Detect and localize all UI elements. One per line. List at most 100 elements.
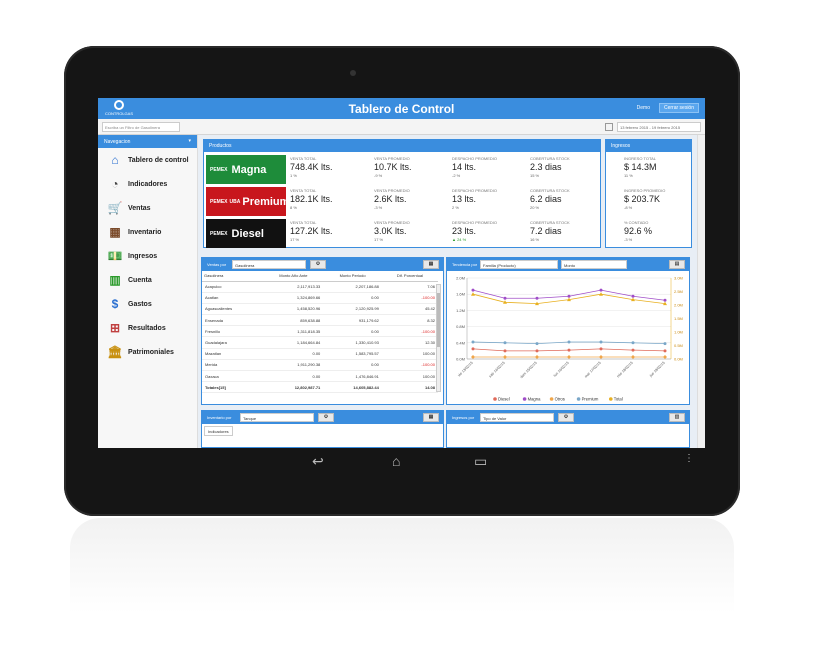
y2-tick-label: 1.5M bbox=[674, 316, 683, 321]
grid-icon[interactable]: ▦ bbox=[423, 413, 439, 422]
product-row: PEMEX UBA Premium VENTA TOTAL 182.1K lts. 8 %… bbox=[204, 186, 600, 216]
data-point bbox=[599, 288, 603, 292]
data-point bbox=[503, 354, 507, 359]
y2-tick-label: 2.5M bbox=[674, 289, 683, 294]
column-header[interactable]: Gasolinera bbox=[202, 271, 264, 282]
y-tick-label: 0.8M bbox=[456, 324, 465, 329]
inventario-selector[interactable]: Tanque bbox=[240, 413, 314, 422]
data-point bbox=[663, 298, 667, 302]
sidebar-item[interactable]: 💵 Ingresos bbox=[98, 244, 197, 268]
legend-label: Otros bbox=[555, 397, 565, 402]
table-row[interactable]: Guadalajara 1,184,664.84 1,330,410.93 12.30 bbox=[202, 336, 438, 349]
logout-button[interactable]: Cerrar sesión bbox=[658, 103, 699, 113]
legend-marker bbox=[522, 397, 527, 401]
recent-apps-icon[interactable]: ▭ bbox=[474, 453, 488, 469]
product-metric: VENTA PROMEDIO 3.0K lts. 17 % bbox=[374, 220, 410, 242]
table-row[interactable]: Fresnillo 1,311,818.35 0.00 -100.00 bbox=[202, 325, 438, 338]
collapse-icon[interactable]: ▾ bbox=[188, 138, 191, 144]
chart-options-icon[interactable]: ▤ bbox=[669, 260, 685, 269]
data-point bbox=[503, 296, 507, 300]
sidebar-item[interactable]: $ Gastos bbox=[98, 292, 197, 316]
page-title: Tablero de Control bbox=[348, 102, 455, 116]
grid-icon[interactable]: ▦ bbox=[423, 260, 439, 269]
table-row[interactable]: Ensenada 859,638.88 931,179.62 8.32 bbox=[202, 314, 438, 327]
metric-value: 127.2K lts. bbox=[290, 226, 333, 236]
ingreso-metric: % CONTADO 92.6 % -3 % bbox=[624, 220, 652, 242]
ingresos-selector[interactable]: Tipo de Valor bbox=[480, 413, 554, 422]
home-icon[interactable]: ⌂ bbox=[392, 453, 401, 469]
settings-icon[interactable]: ⚙ bbox=[558, 413, 574, 422]
column-header[interactable]: Dif. Porcentual bbox=[381, 271, 438, 282]
sidebar-item[interactable]: ▦ Inventario bbox=[98, 220, 197, 244]
product-brand-logo: PEMEX UBA Premium bbox=[206, 187, 289, 216]
sidebar-item[interactable]: ⊞ Resultados bbox=[98, 316, 197, 340]
metric-label: VENTA PROMEDIO bbox=[374, 188, 410, 193]
page-scrollbar[interactable] bbox=[697, 135, 705, 448]
calendar-icon[interactable] bbox=[605, 123, 613, 131]
inventario-panel: Inventario por Tanque ⚙ ▦ Indicadores bbox=[201, 410, 444, 448]
table-row[interactable]: Oaxaca 0.00 1,476,846.91 100.00 bbox=[202, 370, 438, 383]
data-point bbox=[599, 354, 603, 359]
table-cell: 0.00 bbox=[263, 348, 324, 360]
table-cell: 12.30 bbox=[381, 336, 438, 349]
table-row[interactable]: Acatlan 1,324,869.66 0.00 -100.00 bbox=[202, 292, 438, 304]
sidebar-item-label: Ventas bbox=[128, 204, 151, 212]
sidebar-header[interactable]: Navegacion ▾ bbox=[98, 135, 197, 148]
legend-marker bbox=[549, 397, 554, 401]
metric-label: INGRESO TOTAL bbox=[624, 156, 657, 161]
table-row[interactable]: Merida 1,911,290.38 0.00 -100.00 bbox=[202, 359, 438, 372]
total-cell: Totales[15] bbox=[202, 381, 264, 394]
tendencia-label: Tendencia por bbox=[452, 262, 478, 267]
settings-icon[interactable]: ⚙ bbox=[310, 260, 326, 269]
data-point bbox=[663, 301, 667, 306]
settings-icon[interactable]: ⚙ bbox=[318, 413, 334, 422]
table-row[interactable]: Mazatlan 0.00 1,583,795.57 100.00 bbox=[202, 348, 438, 360]
table-cell: Ensenada bbox=[202, 314, 264, 327]
metric-label: COBERTURA STOCK bbox=[530, 188, 570, 193]
sidebar-item[interactable]: ⌂ Tablero de control bbox=[98, 148, 197, 172]
metric-change: 11 % bbox=[624, 173, 633, 178]
legend-marker bbox=[576, 397, 581, 401]
x-tick-label: sab 14/02/15 bbox=[488, 361, 506, 379]
metric-value: 14 lts. bbox=[452, 162, 477, 172]
x-tick-label: vie 13/02/15 bbox=[457, 361, 474, 378]
brand-sub: UBA bbox=[229, 198, 241, 205]
column-header[interactable]: Monto Periodo bbox=[323, 271, 382, 282]
tab-indicadores[interactable]: Indicadores bbox=[204, 426, 233, 436]
column-header[interactable]: Monto Año Ante bbox=[263, 271, 324, 282]
back-icon[interactable]: ↩ bbox=[312, 453, 324, 469]
table-row[interactable]: Aguascalientes 1,458,520.96 2,120,925.99 45… bbox=[202, 303, 438, 316]
bar-chart-icon[interactable]: ▥ bbox=[669, 413, 685, 422]
table-cell: 931,179.62 bbox=[323, 314, 382, 327]
data-point bbox=[663, 342, 667, 346]
data-point bbox=[631, 348, 635, 352]
family-selector[interactable]: Familia (Producto) bbox=[480, 260, 558, 269]
sidebar-item[interactable]: 🏛 Patrimoniales bbox=[98, 340, 197, 364]
table-cell: 0.00 bbox=[323, 292, 382, 304]
table-cell: 1,324,869.66 bbox=[263, 292, 324, 304]
ingreso-metric: INGRESO PROMEDIO $ 203.7K -8 % bbox=[624, 188, 665, 210]
station-filter-input[interactable]: Escriba un Filtro de Gasolinera bbox=[102, 122, 180, 132]
sidebar-item[interactable]: 🛒 Ventas bbox=[98, 196, 197, 220]
legend-label: Premium bbox=[582, 397, 599, 402]
sidebar-item-label: Ingresos bbox=[128, 252, 158, 260]
menu-icon[interactable]: ⋮ bbox=[684, 453, 694, 464]
metric-change: -8 % bbox=[624, 205, 633, 210]
sidebar-item-label: Inventario bbox=[128, 228, 162, 236]
ventas-selector[interactable]: Gasolinera bbox=[232, 260, 306, 269]
x-tick-label: mar 17/02/15 bbox=[584, 361, 602, 379]
sidebar-item[interactable]: ◔ Indicadores bbox=[98, 172, 197, 196]
scroll-thumb[interactable] bbox=[437, 293, 440, 347]
date-range-picker[interactable]: 13 febrero 2015 - 19 febrero 2015 bbox=[617, 122, 701, 132]
product-brand-logo: PEMEX Magna bbox=[206, 155, 286, 184]
metric-value: 92.6 % bbox=[624, 226, 653, 236]
metric-selector[interactable]: Monto bbox=[561, 260, 627, 269]
table-row[interactable]: Acapulco 2,117,913.33 2,207,186.88 7.06 bbox=[202, 281, 438, 293]
metric-label: VENTA TOTAL bbox=[290, 188, 317, 193]
metric-label: COBERTURA STOCK bbox=[530, 220, 570, 225]
table-scrollbar[interactable] bbox=[436, 284, 441, 392]
metric-change: -3 % bbox=[624, 237, 633, 242]
table-cell: Fresnillo bbox=[202, 325, 264, 338]
sidebar-item[interactable]: ▥ Cuenta bbox=[98, 268, 197, 292]
x-tick-label: jue 19/02/15 bbox=[648, 361, 666, 379]
